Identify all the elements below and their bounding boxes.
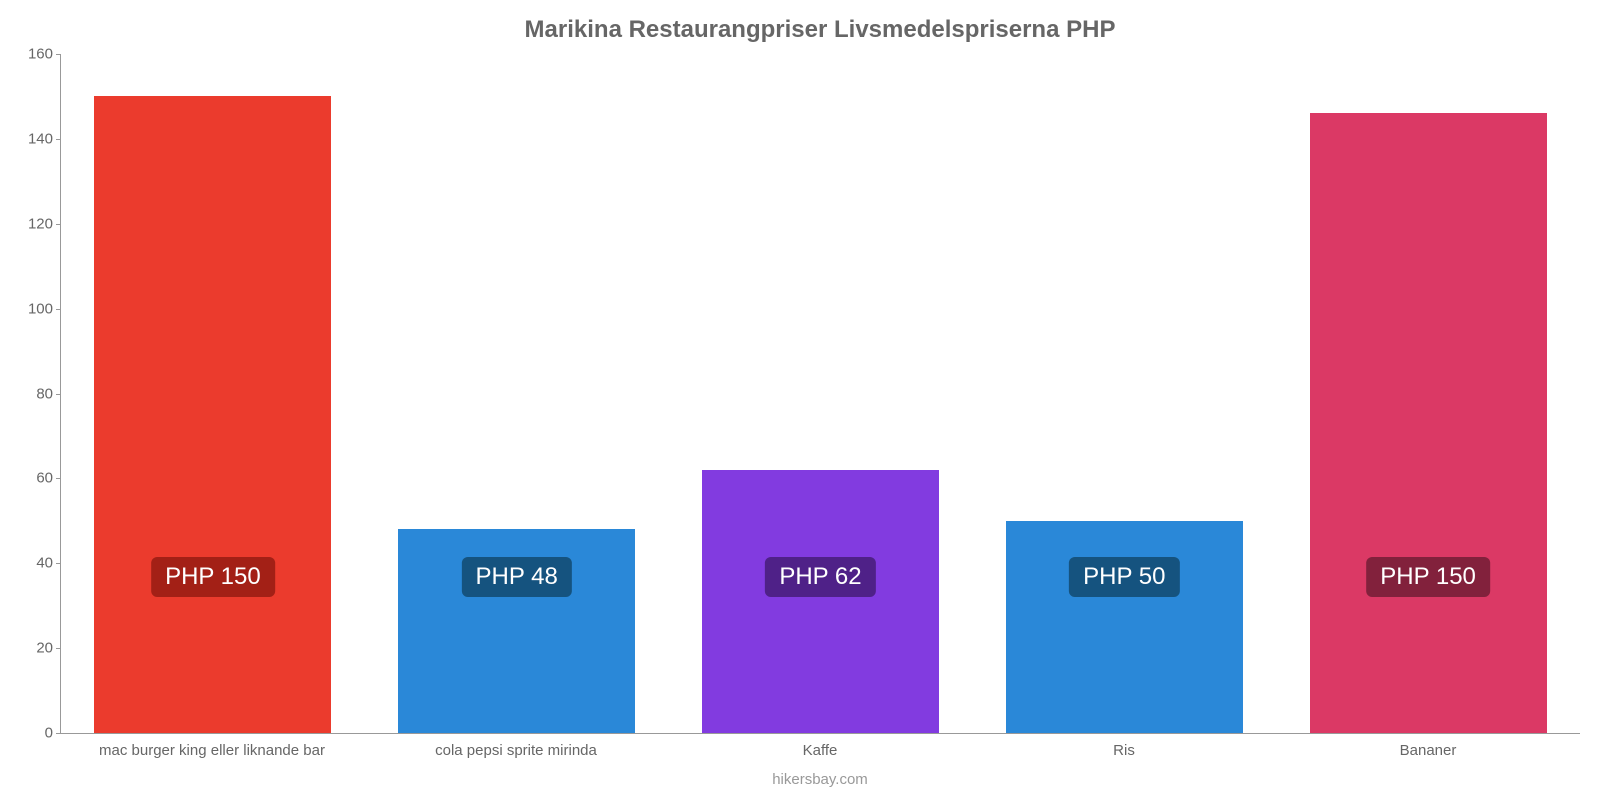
value-badge: PHP 50 — [1069, 557, 1179, 597]
x-axis-labels: mac burger king eller liknande barcola p… — [60, 734, 1580, 759]
x-axis-label: Kaffe — [668, 742, 972, 759]
bar-slot: PHP 150 — [1276, 54, 1580, 733]
x-axis-label: cola pepsi sprite mirinda — [364, 742, 668, 759]
bars-group: PHP 150 PHP 48 PHP 62 PHP 50 PHP 150 — [61, 54, 1580, 733]
x-axis-label: Bananer — [1276, 742, 1580, 759]
attribution-text: hikersbay.com — [60, 759, 1580, 788]
value-badge: PHP 150 — [151, 557, 275, 597]
y-tick-label: 120 — [28, 215, 61, 232]
x-axis-label: Ris — [972, 742, 1276, 759]
chart-container: Marikina Restaurangpriser Livsmedelspris… — [0, 0, 1600, 800]
bar-slot: PHP 48 — [365, 54, 669, 733]
value-badge: PHP 150 — [1366, 557, 1490, 597]
plot-area: PHP 150PHP 48PHP 62PHP 50PHP 150 0204060… — [60, 54, 1580, 734]
bar — [702, 470, 939, 733]
y-tick-label: 60 — [36, 470, 61, 487]
bar-slot: PHP 50 — [972, 54, 1276, 733]
y-tick-label: 40 — [36, 555, 61, 572]
y-tick-label: 0 — [45, 725, 61, 742]
bar — [1006, 521, 1243, 733]
bar-slot: PHP 150 — [61, 54, 365, 733]
bar-slot: PHP 62 — [669, 54, 973, 733]
y-tick-label: 160 — [28, 46, 61, 63]
y-tick-label: 20 — [36, 640, 61, 657]
value-badge: PHP 48 — [462, 557, 572, 597]
bar — [1310, 113, 1547, 733]
x-axis-label: mac burger king eller liknande bar — [60, 742, 364, 759]
y-tick-label: 80 — [36, 385, 61, 402]
y-tick-label: 140 — [28, 130, 61, 147]
value-badge: PHP 62 — [765, 557, 875, 597]
y-tick-label: 100 — [28, 300, 61, 317]
chart-title: Marikina Restaurangpriser Livsmedelspris… — [60, 10, 1580, 54]
bar — [94, 96, 331, 733]
